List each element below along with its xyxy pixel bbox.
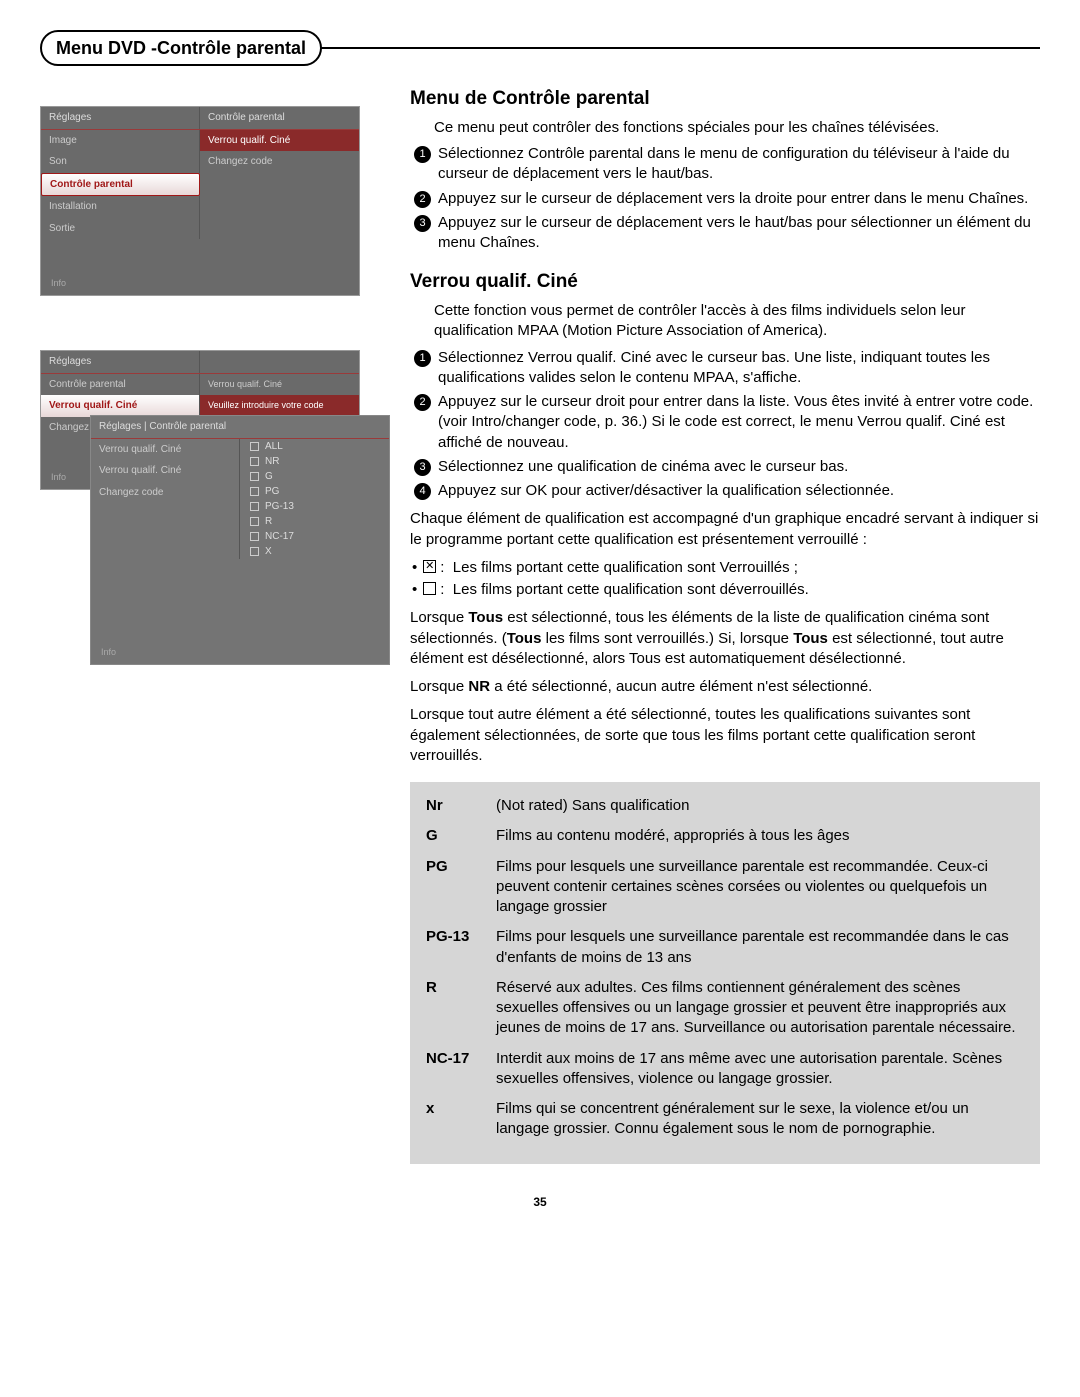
s2-info: Info [51, 471, 66, 483]
para-main: Ce menu peut contrôler des fonctions spé… [434, 118, 1040, 138]
page-number: 35 [40, 1194, 1040, 1210]
s1-header-right: Contrôle parental [200, 107, 359, 129]
checked-box-icon: ✕ [423, 560, 436, 573]
menu-row: Contrôle parentalVerrou qualif. Ciné [41, 374, 359, 396]
rating-option: R [240, 514, 389, 529]
menu-row: Contrôle parental [41, 173, 359, 197]
rating-row: RRéservé aux adultes. Ces films contienn… [426, 978, 1024, 1039]
heading-main: Menu de Contrôle parental [410, 86, 1040, 112]
numbered-step: 2Appuyez sur le curseur de déplacement v… [414, 189, 1040, 209]
menu-row: ImageVerrou qualif. Ciné [41, 130, 359, 152]
rating-row: PGFilms pour lesquels une surveillance p… [426, 857, 1024, 918]
menu-row: Changez code [91, 482, 239, 504]
menu-row: Verrou qualif. Ciné [91, 460, 239, 482]
bullet-locked: • ✕ : Les films portant cette qualificat… [412, 558, 1040, 578]
numbered-step: 1Sélectionnez Verrou qualif. Ciné avec l… [414, 348, 1040, 389]
para-each: Chaque élément de qualification est acco… [410, 509, 1040, 550]
s3-header: Réglages | Contrôle parental [91, 416, 389, 438]
rating-option: X [240, 544, 389, 559]
para-follow: Lorsque tout autre élément a été sélecti… [410, 705, 1040, 766]
menu-row: Verrou qualif. CinéVeuillez introduire v… [41, 395, 359, 417]
s1-info: Info [51, 277, 66, 289]
rating-row: Nr(Not rated) Sans qualification [426, 796, 1024, 816]
steps-main: 1Sélectionnez Contrôle parental dans le … [414, 144, 1040, 253]
s1-header-left: Réglages [41, 107, 200, 129]
rating-row: xFilms qui se concentrent généralement s… [426, 1099, 1024, 1140]
right-column: Menu de Contrôle parental Ce menu peut c… [410, 76, 1040, 1163]
empty-box-icon [423, 582, 436, 595]
s3-info: Info [101, 646, 116, 658]
numbered-step: 4Appuyez sur OK pour activer/désactiver … [414, 481, 1040, 501]
lock-bullets: • ✕ : Les films portant cette qualificat… [412, 558, 1040, 601]
title-rule [320, 47, 1040, 49]
rating-option: PG-13 [240, 499, 389, 514]
numbered-step: 3Sélectionnez une qualification de ciném… [414, 457, 1040, 477]
numbered-step: 3Appuyez sur le curseur de déplacement v… [414, 213, 1040, 254]
rating-option: NR [240, 454, 389, 469]
ratings-table: Nr(Not rated) Sans qualification GFilms a… [410, 782, 1040, 1164]
tv-screen-3: Réglages | Contrôle parental Verrou qual… [90, 415, 390, 665]
tv-screen-stack: Réglages Contrôle parentalVerrou qualif.… [40, 320, 380, 650]
para-tous: Lorsque Tous est sélectionné, tous les é… [410, 608, 1040, 669]
menu-row: Sortie [41, 218, 359, 240]
para-nr: Lorsque NR a été sélectionné, aucun autr… [410, 677, 1040, 697]
left-column: Réglages Contrôle parental ImageVerrou q… [40, 76, 380, 650]
rating-option: NC-17 [240, 529, 389, 544]
tv-screen-1: Réglages Contrôle parental ImageVerrou q… [40, 106, 360, 296]
menu-row: Installation [41, 196, 359, 218]
numbered-step: 2Appuyez sur le curseur droit pour entre… [414, 392, 1040, 453]
rating-option: G [240, 469, 389, 484]
rating-row: GFilms au contenu modéré, appropriés à t… [426, 826, 1024, 846]
rating-row: PG-13Films pour lesquels une surveillanc… [426, 927, 1024, 968]
menu-row: SonChangez code [41, 151, 359, 173]
page-title-badge: Menu DVD -Contrôle parental [40, 30, 322, 66]
s2-header-left: Réglages [41, 351, 200, 373]
steps-lock: 1Sélectionnez Verrou qualif. Ciné avec l… [414, 348, 1040, 502]
numbered-step: 1Sélectionnez Contrôle parental dans le … [414, 144, 1040, 185]
rating-option: ALL [240, 439, 389, 454]
rating-option: PG [240, 484, 389, 499]
bullet-unlocked: • : Les films portant cette qualificatio… [412, 580, 1040, 600]
rating-row: NC-17Interdit aux moins de 17 ans même a… [426, 1049, 1024, 1090]
title-bar: Menu DVD -Contrôle parental [40, 30, 1040, 66]
menu-row: Verrou qualif. Ciné [91, 439, 239, 461]
para-lock: Cette fonction vous permet de contrôler … [434, 301, 1040, 342]
heading-lock: Verrou qualif. Ciné [410, 269, 1040, 295]
